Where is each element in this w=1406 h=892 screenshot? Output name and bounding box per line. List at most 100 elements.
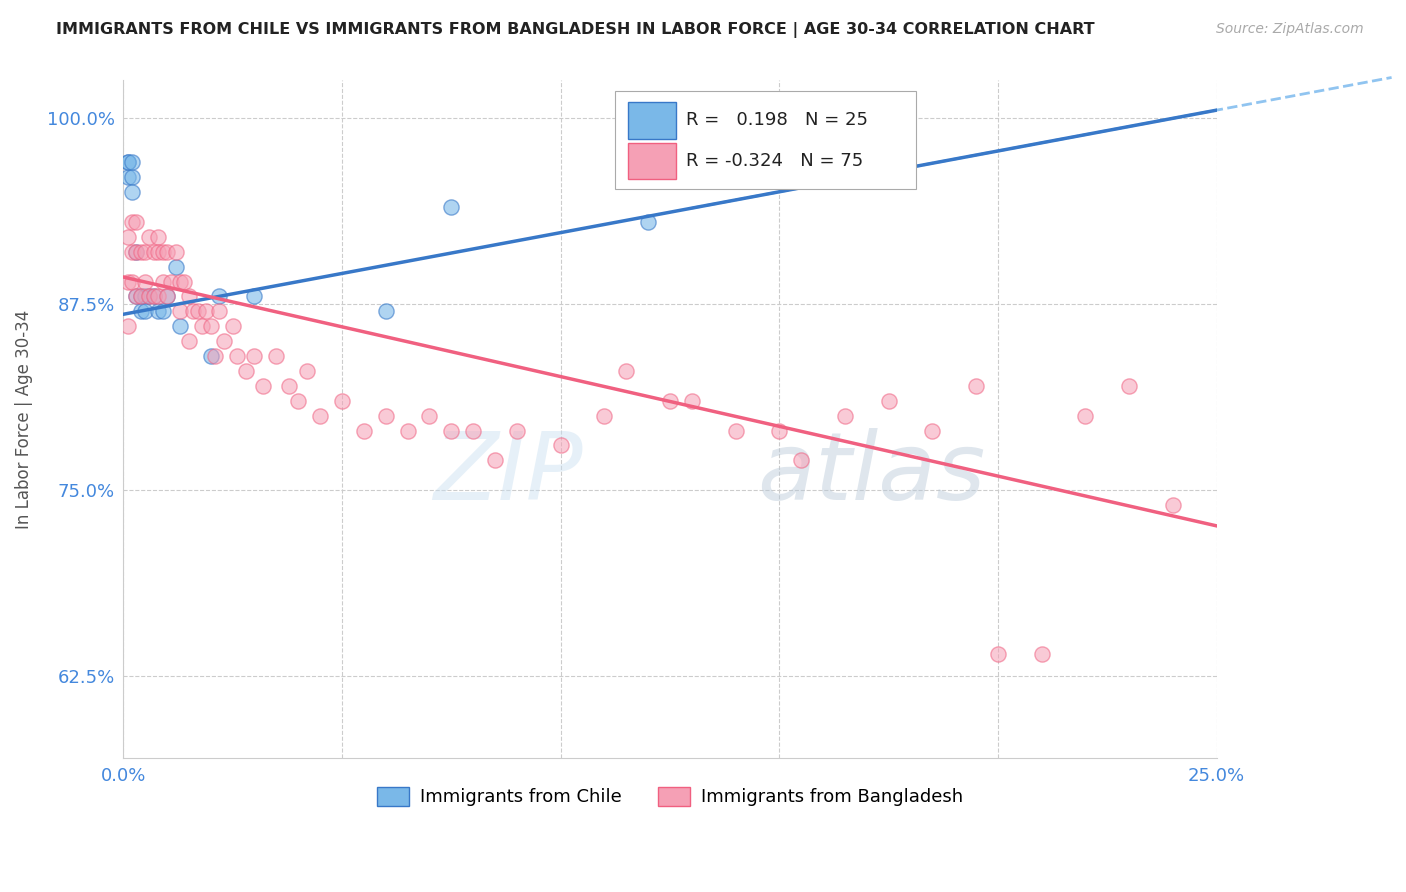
Point xyxy=(768,424,790,438)
Point xyxy=(169,275,191,289)
Point xyxy=(169,319,191,334)
Point xyxy=(724,424,747,438)
Point xyxy=(658,393,681,408)
Point xyxy=(177,289,200,303)
Point xyxy=(138,229,160,244)
Point xyxy=(117,155,139,169)
Point xyxy=(187,304,209,318)
Point xyxy=(484,453,506,467)
Point xyxy=(165,260,187,274)
Point xyxy=(243,289,266,303)
Point xyxy=(121,275,143,289)
Point xyxy=(1031,647,1053,661)
Point xyxy=(374,304,396,318)
Point xyxy=(138,289,160,303)
Point xyxy=(309,409,332,423)
Legend: Immigrants from Chile, Immigrants from Bangladesh: Immigrants from Chile, Immigrants from B… xyxy=(370,780,970,814)
Point xyxy=(173,275,195,289)
Point xyxy=(550,438,572,452)
Point xyxy=(148,304,170,318)
Point xyxy=(125,244,148,259)
Point xyxy=(243,349,266,363)
Point xyxy=(278,379,301,393)
Point xyxy=(252,379,274,393)
Point xyxy=(160,275,183,289)
Point xyxy=(165,244,187,259)
Point xyxy=(440,200,463,214)
Point xyxy=(506,424,529,438)
Point xyxy=(142,289,165,303)
Point xyxy=(117,170,139,185)
Point xyxy=(200,349,222,363)
Point xyxy=(134,304,156,318)
Point xyxy=(121,170,143,185)
Point xyxy=(295,364,318,378)
Point xyxy=(266,349,288,363)
Point xyxy=(463,424,485,438)
Point xyxy=(287,393,309,408)
Point xyxy=(129,304,152,318)
Point xyxy=(212,334,235,348)
Point xyxy=(129,289,152,303)
Text: R = -0.324   N = 75: R = -0.324 N = 75 xyxy=(686,152,863,170)
Text: IMMIGRANTS FROM CHILE VS IMMIGRANTS FROM BANGLADESH IN LABOR FORCE | AGE 30-34 C: IMMIGRANTS FROM CHILE VS IMMIGRANTS FROM… xyxy=(56,22,1095,38)
Point xyxy=(614,364,637,378)
Point xyxy=(148,289,170,303)
Point xyxy=(1074,409,1097,423)
Point xyxy=(148,244,170,259)
Point xyxy=(152,244,174,259)
Text: ZIP: ZIP xyxy=(433,428,582,519)
Point xyxy=(152,304,174,318)
FancyBboxPatch shape xyxy=(616,90,915,189)
Point xyxy=(121,185,143,199)
Point xyxy=(200,319,222,334)
Point xyxy=(142,289,165,303)
Point xyxy=(235,364,257,378)
Point xyxy=(138,289,160,303)
Point xyxy=(121,155,143,169)
Point xyxy=(121,244,143,259)
Point xyxy=(169,304,191,318)
Point xyxy=(396,424,419,438)
Point xyxy=(125,289,148,303)
Point xyxy=(681,393,703,408)
Point xyxy=(152,275,174,289)
Point xyxy=(191,319,214,334)
Point xyxy=(148,229,170,244)
Point xyxy=(125,244,148,259)
Point xyxy=(134,244,156,259)
Point xyxy=(637,215,659,229)
Point xyxy=(177,334,200,348)
Point xyxy=(965,379,987,393)
Point xyxy=(134,275,156,289)
Text: Source: ZipAtlas.com: Source: ZipAtlas.com xyxy=(1216,22,1364,37)
FancyBboxPatch shape xyxy=(628,102,676,138)
Point xyxy=(125,215,148,229)
Point xyxy=(226,349,249,363)
Point xyxy=(374,409,396,423)
Point xyxy=(353,424,375,438)
FancyBboxPatch shape xyxy=(628,143,676,179)
Point xyxy=(134,289,156,303)
Point xyxy=(440,424,463,438)
Point xyxy=(142,244,165,259)
Point xyxy=(418,409,440,423)
Point xyxy=(117,275,139,289)
Point xyxy=(834,409,856,423)
Point xyxy=(195,304,218,318)
Point xyxy=(208,289,231,303)
Text: R =   0.198   N = 25: R = 0.198 N = 25 xyxy=(686,112,869,129)
Point xyxy=(129,289,152,303)
Point xyxy=(790,453,813,467)
Point xyxy=(1161,498,1184,512)
Point xyxy=(208,304,231,318)
Point xyxy=(921,424,943,438)
Point xyxy=(593,409,616,423)
Point xyxy=(117,319,139,334)
Point xyxy=(987,647,1010,661)
Y-axis label: In Labor Force | Age 30-34: In Labor Force | Age 30-34 xyxy=(15,310,32,529)
Point xyxy=(156,244,179,259)
Point xyxy=(156,289,179,303)
Point xyxy=(181,304,204,318)
Point xyxy=(129,244,152,259)
